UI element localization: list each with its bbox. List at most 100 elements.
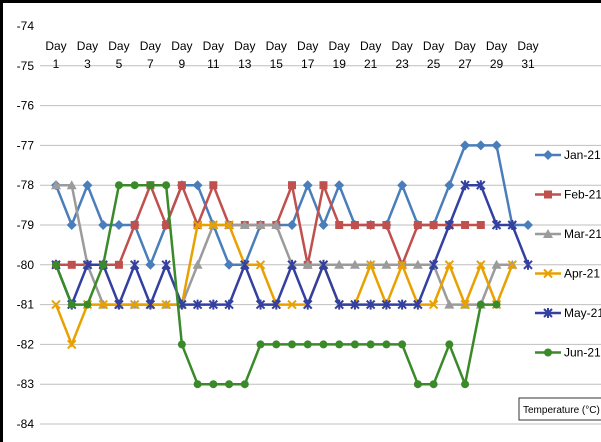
- x-tick-label-number: 13: [238, 57, 252, 71]
- data-point: [287, 220, 297, 230]
- data-point: [208, 220, 219, 230]
- data-point: [334, 299, 344, 310]
- marker-stroke: [428, 299, 439, 310]
- axis-title: Temperature (°C): [523, 405, 600, 416]
- data-point: [335, 340, 344, 349]
- x-tick-label-number: 1: [53, 57, 60, 71]
- data-point: [397, 299, 407, 310]
- data-point: [335, 221, 344, 229]
- legend-item-may-21: May-21: [535, 306, 601, 320]
- x-tick-label-day: Day: [234, 39, 255, 53]
- data-point: [224, 299, 234, 310]
- x-tick-label-day: Day: [486, 39, 507, 53]
- data-point: [287, 259, 297, 270]
- data-point: [350, 340, 359, 349]
- data-point: [192, 299, 203, 310]
- x-tick-label-day: Day: [423, 39, 444, 53]
- data-point: [114, 299, 124, 310]
- data-point: [349, 259, 360, 269]
- marker-stroke: [208, 220, 219, 230]
- data-point: [99, 260, 108, 269]
- data-point: [161, 259, 171, 270]
- legend-label: Jan-21: [564, 148, 601, 162]
- data-point: [177, 340, 186, 349]
- data-point: [491, 259, 502, 269]
- data-point: [397, 180, 408, 191]
- x-tick-label-day: Day: [391, 39, 412, 53]
- data-point: [288, 340, 296, 349]
- data-point: [366, 340, 375, 349]
- data-point: [255, 220, 266, 229]
- legend-item-feb-21: Feb-21: [535, 188, 601, 202]
- data-point: [429, 221, 438, 229]
- data-point: [145, 259, 156, 270]
- data-point: [476, 300, 485, 309]
- x-tick-label-day: Day: [77, 39, 98, 53]
- data-point: [366, 221, 375, 229]
- data-point: [302, 259, 313, 269]
- marker-stroke: [161, 299, 171, 310]
- data-point: [428, 299, 439, 310]
- x-tick-label-number: 29: [490, 57, 504, 71]
- marker-stroke: [460, 299, 470, 310]
- marker-stroke: [397, 260, 407, 270]
- data-point: [130, 181, 139, 190]
- data-point: [146, 181, 155, 190]
- x-tick-label-number: 25: [427, 57, 441, 71]
- data-point: [193, 380, 202, 389]
- data-point: [429, 380, 438, 389]
- y-tick-label: -81: [17, 298, 35, 312]
- data-point: [67, 300, 76, 309]
- legend-marker: [544, 348, 552, 357]
- x-tick-label-day: Day: [360, 39, 381, 53]
- y-tick-label: -82: [17, 337, 35, 351]
- x-tick-label-day: Day: [454, 39, 475, 53]
- legend-label: Feb-21: [564, 188, 601, 202]
- data-point: [209, 380, 218, 389]
- data-point: [365, 299, 376, 310]
- marker-stroke: [543, 268, 553, 279]
- data-point: [365, 260, 376, 270]
- data-point: [382, 340, 391, 349]
- y-tick-label: -74: [17, 19, 35, 33]
- axis-title-box: Temperature (°C): [518, 397, 601, 421]
- data-point: [162, 221, 171, 229]
- data-point: [398, 340, 407, 349]
- data-point: [334, 180, 345, 191]
- x-tick-label-number: 11: [207, 57, 220, 71]
- data-point: [287, 299, 297, 310]
- data-point: [129, 299, 140, 310]
- data-point: [507, 260, 517, 270]
- data-point: [192, 180, 203, 191]
- data-point: [114, 260, 123, 269]
- marker-stroke: [192, 220, 203, 230]
- data-point: [460, 180, 470, 191]
- data-point: [224, 220, 234, 230]
- marker-stroke: [444, 260, 455, 270]
- data-point: [51, 180, 61, 190]
- x-tick-label-number: 15: [270, 57, 284, 71]
- marker-stroke: [365, 260, 376, 270]
- legend-label: Mar-21: [564, 227, 601, 241]
- x-tick-label-number: 31: [521, 57, 535, 71]
- data-point: [288, 181, 296, 190]
- x-tick-label-number: 9: [179, 57, 186, 71]
- x-tick-label-number: 21: [364, 57, 378, 71]
- x-tick-label-number: 7: [147, 57, 154, 71]
- data-point: [476, 221, 485, 229]
- data-point: [491, 220, 502, 230]
- x-tick-label-number: 3: [84, 57, 91, 71]
- data-point: [303, 340, 312, 349]
- data-point: [130, 221, 139, 229]
- data-point: [460, 140, 471, 151]
- x-tick-label-day: Day: [266, 39, 287, 53]
- axis-title-frame: [518, 397, 601, 421]
- data-point: [272, 340, 281, 349]
- x-tick-label-day: Day: [297, 39, 318, 53]
- data-point: [303, 299, 313, 310]
- data-point: [492, 300, 501, 309]
- data-point: [413, 380, 422, 389]
- legend-label: Jun-21: [564, 346, 601, 360]
- series-lines: [51, 140, 533, 389]
